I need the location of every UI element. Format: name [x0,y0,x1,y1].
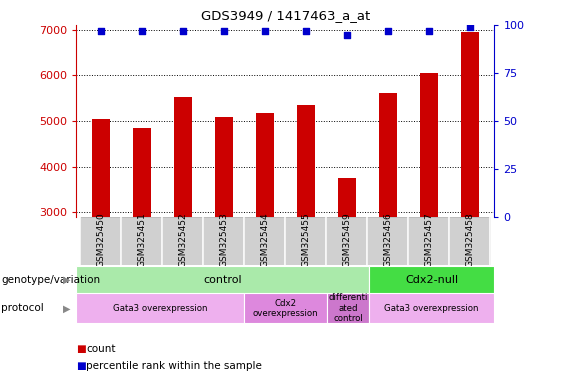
Bar [338,178,356,217]
Text: Cdx2-null: Cdx2-null [405,275,458,285]
Bar [173,97,192,217]
Bar [244,293,327,323]
Text: percentile rank within the sample: percentile rank within the sample [86,361,262,371]
Point [383,28,392,34]
Bar [369,266,494,293]
Text: ▶: ▶ [63,303,71,313]
Point [465,24,474,30]
Text: Gata3 overexpression: Gata3 overexpression [112,304,207,313]
Point [342,31,351,38]
Bar [327,217,367,265]
Text: ■: ■ [76,361,86,371]
Text: GSM325458: GSM325458 [466,213,474,267]
Bar [133,128,151,217]
Bar [408,217,449,265]
Text: GSM325454: GSM325454 [260,213,270,267]
Text: GSM325450: GSM325450 [97,213,105,267]
Text: genotype/variation: genotype/variation [1,275,100,285]
Point [219,28,228,34]
Bar [121,217,162,265]
Point [137,28,146,34]
Bar [76,266,369,293]
Bar [285,217,327,265]
Text: ▶: ▶ [63,275,71,285]
Text: ■: ■ [76,344,86,354]
Bar [420,73,438,217]
Text: GSM325453: GSM325453 [219,213,228,267]
Bar [92,119,110,217]
Bar [379,93,397,217]
Bar [203,217,244,265]
Text: GSM325456: GSM325456 [383,213,392,267]
Bar [297,106,315,217]
Text: GSM325455: GSM325455 [301,213,310,267]
Bar [327,293,369,323]
Bar [162,217,203,265]
Point [97,28,106,34]
Bar [244,217,285,265]
Bar [80,217,121,265]
Bar [255,113,274,217]
Text: Gata3 overexpression: Gata3 overexpression [384,304,479,313]
Text: control: control [203,275,242,285]
Text: GSM325451: GSM325451 [137,213,146,267]
Text: differenti
ated
control: differenti ated control [328,293,368,323]
Point [301,28,310,34]
Title: GDS3949 / 1417463_a_at: GDS3949 / 1417463_a_at [201,9,370,22]
Text: protocol: protocol [1,303,44,313]
Point [424,28,433,34]
Point [179,28,188,34]
Bar [449,217,490,265]
Point [260,28,270,34]
Bar [215,117,233,217]
Bar [460,32,479,217]
Text: count: count [86,344,115,354]
Bar [367,217,408,265]
Bar [76,293,244,323]
Text: GSM325459: GSM325459 [342,213,351,267]
Text: GSM325452: GSM325452 [179,213,188,267]
Text: GSM325457: GSM325457 [424,213,433,267]
Text: Cdx2
overexpression: Cdx2 overexpression [253,299,318,318]
Bar [369,293,494,323]
